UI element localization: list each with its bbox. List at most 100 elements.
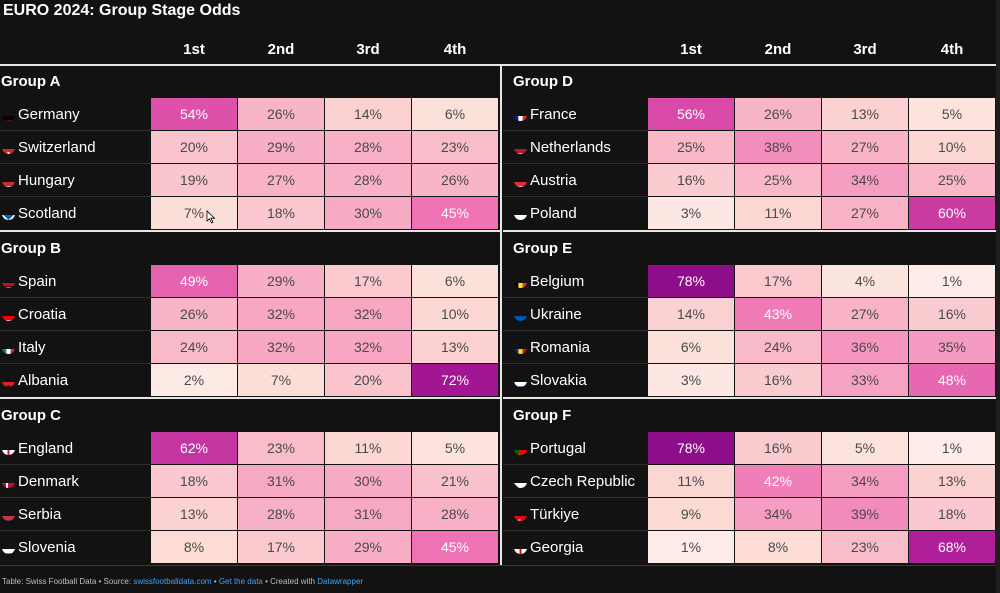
group-title: Group D (513, 73, 573, 90)
odds-cell: 34% (822, 164, 908, 196)
odds-cell: 32% (238, 331, 324, 363)
country-label: Austria (514, 164, 577, 197)
flag-icon (514, 308, 527, 321)
odds-cell: 25% (735, 164, 821, 196)
country-name: Serbia (18, 506, 62, 523)
mouse-cursor-icon (206, 210, 216, 224)
group-title: Group F (513, 407, 572, 424)
row-separator (0, 297, 151, 298)
odds-cell: 1% (648, 531, 734, 563)
odds-cell: 14% (648, 298, 734, 330)
country-label: Scotland (2, 197, 76, 230)
odds-cell: 13% (151, 498, 237, 530)
footer-sep2: • Created with (262, 577, 318, 586)
odds-cell: 38% (735, 131, 821, 163)
country-label: Croatia (2, 298, 66, 331)
country-label: Ukraine (514, 298, 582, 331)
flag-icon (514, 207, 527, 220)
country-name: Albania (18, 372, 69, 389)
odds-cell: 11% (735, 197, 821, 229)
odds-cell: 62% (151, 432, 237, 464)
source-link[interactable]: swissfootballdata.com (133, 577, 212, 586)
footer-sep1: • (211, 577, 219, 586)
scrollbar[interactable] (996, 0, 1000, 593)
datawrapper-link[interactable]: Datawrapper (317, 577, 364, 586)
flag-icon (2, 508, 15, 521)
country-name: Portugal (530, 440, 586, 457)
odds-cell: 36% (822, 331, 908, 363)
column-header-1st: 1st (183, 41, 205, 58)
country-label: Germany (2, 98, 80, 131)
country-label: Hungary (2, 164, 75, 197)
odds-cell: 11% (648, 465, 734, 497)
column-header-2nd: 2nd (267, 41, 295, 58)
row-separator (0, 497, 151, 498)
column-header-2nd: 2nd (764, 41, 792, 58)
odds-cell: 56% (648, 98, 734, 130)
flag-icon (514, 442, 527, 455)
odds-cell: 29% (238, 131, 324, 163)
flag-icon (514, 541, 527, 554)
country-name: Hungary (18, 172, 75, 189)
odds-cell: 23% (412, 131, 498, 163)
row-separator (503, 330, 648, 331)
odds-cell: 16% (909, 298, 995, 330)
odds-cell: 48% (909, 364, 995, 396)
odds-cell: 9% (648, 498, 734, 530)
odds-cell: 5% (822, 432, 908, 464)
column-header-4th: 4th (940, 41, 964, 58)
flag-icon (2, 174, 15, 187)
odds-cell: 8% (735, 531, 821, 563)
odds-cell: 30% (325, 465, 411, 497)
odds-cell: 5% (412, 432, 498, 464)
odds-cell: 31% (238, 465, 324, 497)
row-separator (503, 363, 648, 364)
flag-icon (514, 508, 527, 521)
odds-cell: 6% (412, 98, 498, 130)
odds-cell: 13% (909, 465, 995, 497)
column-divider (500, 64, 502, 566)
odds-cell: 25% (909, 164, 995, 196)
country-name: England (18, 440, 74, 457)
odds-cell: 3% (648, 364, 734, 396)
odds-cell: 14% (325, 98, 411, 130)
odds-cell: 7% (238, 364, 324, 396)
odds-cell: 1% (909, 432, 995, 464)
group-title: Group E (513, 240, 573, 257)
column-header-4th: 4th (443, 41, 467, 58)
header-divider (0, 64, 997, 66)
country-name: Georgia (530, 539, 584, 556)
odds-cell: 34% (822, 465, 908, 497)
odds-cell: 16% (648, 164, 734, 196)
flag-icon (2, 374, 15, 387)
odds-cell: 39% (822, 498, 908, 530)
odds-cell: 8% (151, 531, 237, 563)
odds-cell: 78% (648, 265, 734, 297)
odds-cell: 18% (238, 197, 324, 229)
odds-cell: 68% (909, 531, 995, 563)
group-title: Group A (1, 73, 61, 90)
flag-icon (514, 174, 527, 187)
odds-cell: 29% (325, 531, 411, 563)
row-separator (0, 363, 151, 364)
group-divider (0, 397, 500, 399)
flag-icon (514, 141, 527, 154)
flag-icon (2, 275, 15, 288)
odds-cell: 72% (412, 364, 498, 396)
country-name: France (530, 106, 577, 123)
odds-cell: 17% (325, 265, 411, 297)
odds-cell: 18% (909, 498, 995, 530)
get-data-link[interactable]: Get the data (218, 577, 263, 586)
odds-cell: 3% (648, 197, 734, 229)
group-divider (503, 230, 997, 232)
odds-cell: 13% (822, 98, 908, 130)
odds-cell: 25% (648, 131, 734, 163)
odds-cell: 23% (238, 432, 324, 464)
odds-cell: 18% (151, 465, 237, 497)
odds-cell: 16% (735, 364, 821, 396)
group-divider (0, 230, 500, 232)
odds-cell: 4% (822, 265, 908, 297)
country-label: Poland (514, 197, 577, 230)
country-label: Georgia (514, 531, 583, 564)
row-separator (503, 297, 648, 298)
